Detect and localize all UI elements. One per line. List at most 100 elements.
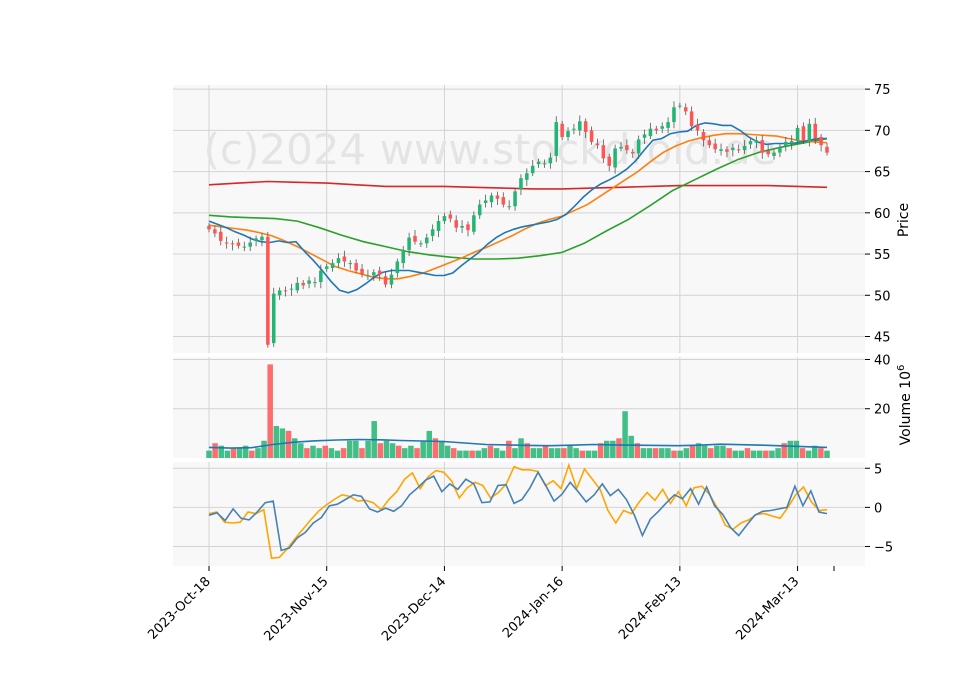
volume-bar bbox=[463, 450, 469, 458]
candle-body bbox=[683, 107, 688, 112]
watermark: (c)2024 www.stockdroid.de bbox=[204, 125, 777, 174]
volume-bar bbox=[469, 450, 475, 458]
volume-bar bbox=[665, 448, 671, 458]
candle-body bbox=[289, 288, 294, 290]
candle-body bbox=[789, 141, 794, 144]
candle-body bbox=[271, 293, 276, 344]
volume-axis-label-text: Volume 10 bbox=[898, 371, 914, 445]
price-tick-label: 55 bbox=[874, 248, 891, 263]
candle-body bbox=[589, 130, 594, 142]
candle-body bbox=[601, 145, 606, 159]
candle-body bbox=[613, 148, 617, 168]
ma-200-line bbox=[208, 180, 828, 190]
volume-bar bbox=[530, 448, 537, 458]
ma-mid-line bbox=[208, 132, 828, 280]
candle-body bbox=[236, 242, 241, 246]
candle-body bbox=[636, 139, 641, 154]
volume-bar bbox=[230, 448, 237, 458]
candle-body bbox=[219, 231, 223, 241]
volume-bars bbox=[206, 364, 830, 458]
candle-body bbox=[778, 147, 782, 153]
candle-body bbox=[519, 178, 523, 190]
candle-body bbox=[266, 236, 270, 345]
volume-bar bbox=[340, 448, 347, 458]
ma-long-line bbox=[208, 137, 828, 260]
candle-body bbox=[784, 141, 788, 147]
volume-bar bbox=[573, 448, 579, 458]
volume-bar bbox=[218, 445, 224, 458]
moving-averages bbox=[208, 122, 828, 294]
candle-body bbox=[401, 249, 405, 264]
volume-bar bbox=[701, 445, 708, 458]
x-tick-label: 2023-Dec-14 bbox=[379, 574, 449, 644]
x-tick-label: 2023-Oct-18 bbox=[145, 574, 213, 642]
candle-body bbox=[419, 243, 423, 245]
oscillator-tick-label: 5 bbox=[874, 462, 882, 477]
candle-body bbox=[566, 131, 570, 137]
volume-bar bbox=[242, 445, 249, 458]
volume-bar bbox=[359, 448, 365, 458]
candle-body bbox=[530, 165, 535, 174]
candle-body bbox=[330, 263, 335, 269]
candle-body bbox=[460, 226, 464, 228]
candle-body bbox=[772, 152, 776, 156]
volume-bar bbox=[805, 450, 812, 458]
volume-bar bbox=[450, 448, 457, 458]
candle-body bbox=[666, 122, 670, 128]
candle-body bbox=[248, 242, 252, 247]
candle-body bbox=[454, 220, 458, 228]
volume-bar bbox=[677, 450, 683, 458]
candle-body bbox=[760, 140, 765, 153]
volume-bar bbox=[334, 450, 341, 458]
volume-bar bbox=[738, 450, 745, 458]
volume-bar bbox=[487, 445, 494, 458]
candle-body bbox=[377, 270, 382, 275]
volume-bar bbox=[548, 448, 555, 458]
candle-body bbox=[507, 206, 511, 208]
candle-body bbox=[324, 266, 329, 269]
x-tick-label: 2024-Mar-13 bbox=[733, 574, 802, 643]
candle-body bbox=[807, 123, 812, 142]
volume-bar bbox=[750, 450, 757, 458]
candle-body bbox=[348, 263, 353, 265]
candlesticks bbox=[207, 101, 829, 348]
volume-bar bbox=[408, 445, 414, 458]
volume-bar bbox=[652, 448, 659, 458]
volume-bar bbox=[328, 448, 335, 458]
volume-bar bbox=[542, 445, 549, 458]
volume-bar bbox=[365, 440, 371, 458]
volume-bar bbox=[420, 440, 426, 458]
volume-bar bbox=[475, 450, 481, 458]
candle-body bbox=[307, 280, 311, 284]
price-tick-label: 50 bbox=[874, 289, 891, 304]
candle-body bbox=[295, 282, 300, 291]
volume-bar bbox=[267, 364, 273, 458]
price-axis-label: Price bbox=[896, 203, 912, 237]
candle-body bbox=[678, 105, 682, 107]
volume-bar bbox=[322, 445, 329, 458]
volume-bar bbox=[646, 448, 653, 458]
volume-bar bbox=[707, 448, 714, 458]
volume-bar bbox=[775, 448, 781, 458]
volume-bar bbox=[695, 443, 702, 458]
candle-body bbox=[489, 195, 494, 203]
candle-body bbox=[260, 236, 264, 241]
candle-body bbox=[501, 197, 506, 205]
candle-body bbox=[560, 123, 564, 137]
volume-bar bbox=[720, 445, 726, 458]
oscillator-tick-label: −5 bbox=[874, 540, 893, 555]
candle-body bbox=[213, 229, 217, 234]
candle-body bbox=[748, 141, 753, 145]
volume-bar bbox=[212, 443, 218, 458]
oscillator-lines bbox=[208, 462, 828, 560]
candle-body bbox=[707, 140, 712, 146]
oscillator-series-b-line bbox=[208, 462, 828, 560]
volume-bar bbox=[787, 440, 794, 458]
candle-body bbox=[383, 276, 388, 285]
candle-body bbox=[360, 268, 364, 274]
candle-body bbox=[477, 204, 482, 216]
candle-body bbox=[389, 274, 394, 285]
volume-bar bbox=[689, 445, 696, 458]
volume-bar bbox=[824, 450, 830, 458]
volume-bar bbox=[298, 443, 304, 458]
